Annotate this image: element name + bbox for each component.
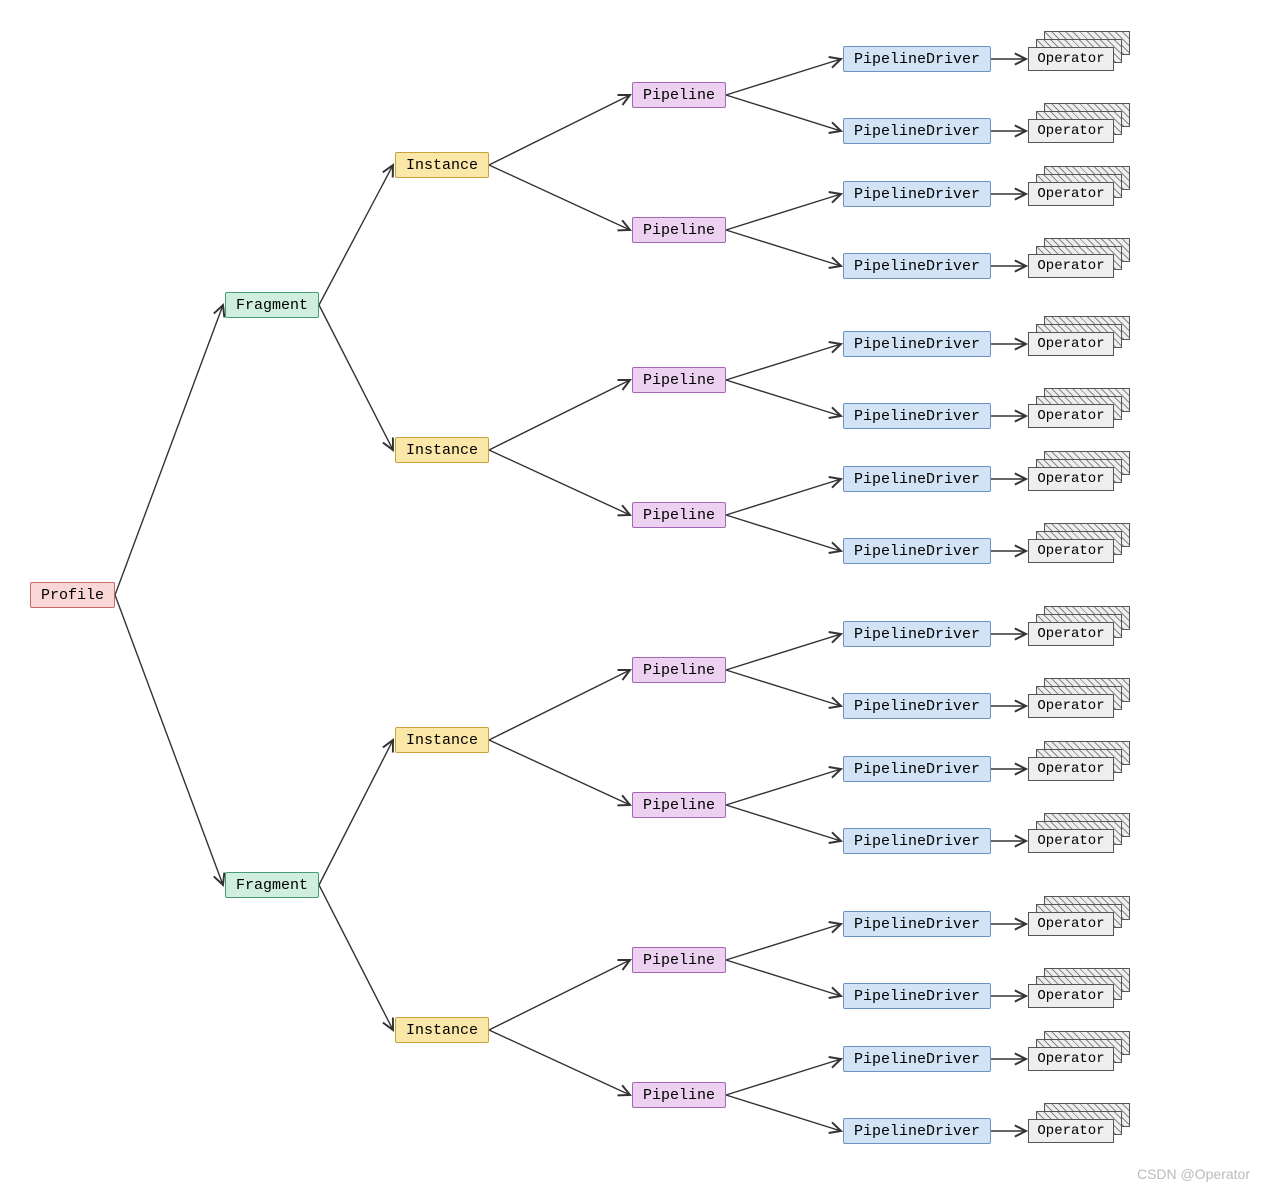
pipelinedriver-node-3: PipelineDriver <box>843 253 991 279</box>
pipelinedriver-node-10: PipelineDriver <box>843 756 991 782</box>
pipeline-node-3: Pipeline <box>632 502 726 528</box>
operator-stack-14: Operator <box>1028 1047 1114 1071</box>
pipelinedriver-node-1: PipelineDriver <box>843 118 991 144</box>
operator-stack-8: Operator <box>1028 622 1114 646</box>
operator-stack-15: Operator <box>1028 1119 1114 1143</box>
pipeline-node-1: Pipeline <box>632 217 726 243</box>
instance-node-0: Instance <box>395 152 489 178</box>
instance-node-3: Instance <box>395 1017 489 1043</box>
pipeline-node-7: Pipeline <box>632 1082 726 1108</box>
pipelinedriver-node-11: PipelineDriver <box>843 828 991 854</box>
pipelinedriver-node-8: PipelineDriver <box>843 621 991 647</box>
pipelinedriver-node-9: PipelineDriver <box>843 693 991 719</box>
pipeline-node-5: Pipeline <box>632 792 726 818</box>
pipeline-node-0: Pipeline <box>632 82 726 108</box>
pipelinedriver-node-7: PipelineDriver <box>843 538 991 564</box>
operator-stack-3: Operator <box>1028 254 1114 278</box>
operator-stack-9: Operator <box>1028 694 1114 718</box>
profile-node: Profile <box>30 582 115 608</box>
fragment-node-0: Fragment <box>225 292 319 318</box>
operator-stack-2: Operator <box>1028 182 1114 206</box>
pipelinedriver-node-12: PipelineDriver <box>843 911 991 937</box>
operator-stack-0: Operator <box>1028 47 1114 71</box>
operator-stack-5: Operator <box>1028 404 1114 428</box>
fragment-node-1: Fragment <box>225 872 319 898</box>
operator-stack-7: Operator <box>1028 539 1114 563</box>
pipeline-node-2: Pipeline <box>632 367 726 393</box>
operator-stack-13: Operator <box>1028 984 1114 1008</box>
watermark: CSDN @Operator <box>1137 1166 1250 1182</box>
operator-stack-11: Operator <box>1028 829 1114 853</box>
instance-node-1: Instance <box>395 437 489 463</box>
pipelinedriver-node-2: PipelineDriver <box>843 181 991 207</box>
operator-stack-6: Operator <box>1028 467 1114 491</box>
pipelinedriver-node-14: PipelineDriver <box>843 1046 991 1072</box>
pipelinedriver-node-4: PipelineDriver <box>843 331 991 357</box>
operator-stack-10: Operator <box>1028 757 1114 781</box>
operator-stack-1: Operator <box>1028 119 1114 143</box>
pipelinedriver-node-15: PipelineDriver <box>843 1118 991 1144</box>
pipeline-node-4: Pipeline <box>632 657 726 683</box>
pipeline-node-6: Pipeline <box>632 947 726 973</box>
pipelinedriver-node-13: PipelineDriver <box>843 983 991 1009</box>
pipelinedriver-node-0: PipelineDriver <box>843 46 991 72</box>
pipelinedriver-node-5: PipelineDriver <box>843 403 991 429</box>
operator-stack-4: Operator <box>1028 332 1114 356</box>
instance-node-2: Instance <box>395 727 489 753</box>
operator-stack-12: Operator <box>1028 912 1114 936</box>
pipelinedriver-node-6: PipelineDriver <box>843 466 991 492</box>
